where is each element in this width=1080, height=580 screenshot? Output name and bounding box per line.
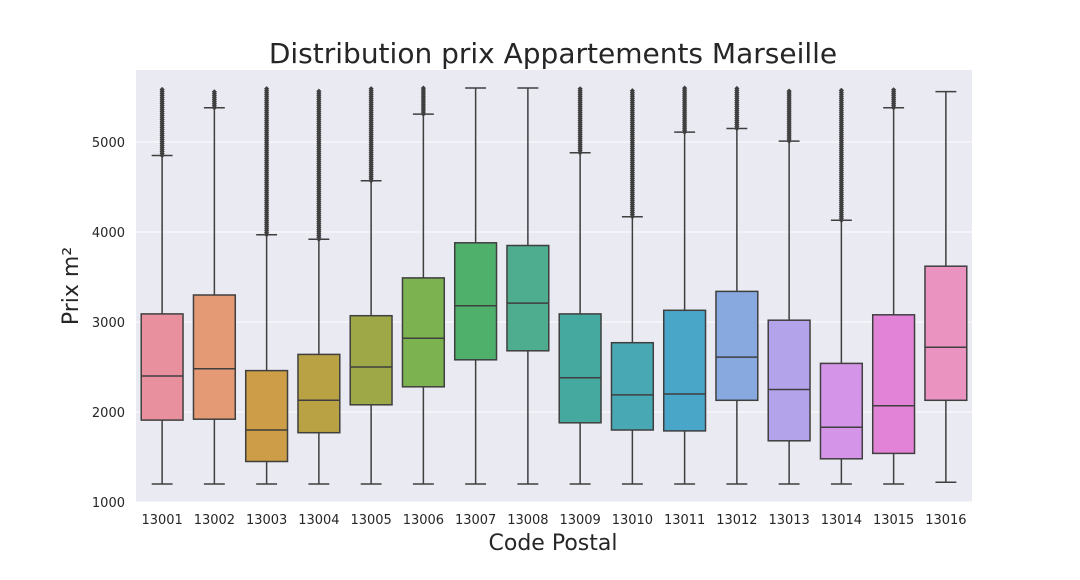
box-13012: [715, 85, 759, 485]
outlier-point: [734, 85, 740, 92]
box-iqr: [297, 353, 341, 434]
box-iqr: [244, 369, 289, 463]
outliers: [159, 86, 165, 159]
x-tick-label: 13002: [194, 513, 235, 528]
box-iqr: [349, 314, 393, 406]
box-13002: [192, 89, 237, 485]
x-tick-label: 13003: [246, 513, 287, 528]
y-tick-label: 4000: [92, 226, 125, 241]
boxes-group: [140, 85, 968, 485]
outlier-point: [420, 85, 426, 91]
outliers: [211, 89, 217, 111]
outlier-point: [316, 88, 322, 94]
outliers: [891, 87, 897, 111]
box-13013: [767, 88, 811, 485]
x-tick-label: 13006: [403, 513, 444, 528]
outliers: [368, 86, 374, 184]
outlier-point: [891, 87, 897, 93]
outliers: [786, 88, 792, 144]
outlier-point: [159, 86, 165, 93]
outliers: [316, 88, 322, 242]
box-iqr: [610, 341, 655, 431]
x-axis-ticks: 13001 13002 13003 13004 13005 13006 13007 13008…: [141, 513, 966, 528]
x-tick-label: 13014: [821, 513, 862, 528]
outliers: [838, 87, 844, 223]
box-13011: [662, 85, 707, 485]
outlier-point: [629, 88, 635, 94]
outliers: [629, 88, 635, 220]
box-13007: [453, 87, 498, 485]
outlier-point: [264, 86, 270, 92]
outlier-point: [577, 86, 583, 92]
box-13015: [871, 87, 916, 485]
y-tick-label: 2000: [92, 406, 125, 421]
x-tick-label: 13016: [925, 513, 966, 528]
box-iqr: [924, 265, 968, 402]
y-axis-label: Prix m²: [59, 247, 84, 325]
x-tick-label: 13013: [768, 513, 809, 528]
outliers: [682, 85, 688, 135]
x-tick-label: 13001: [141, 513, 182, 528]
box-13010: [610, 88, 655, 485]
box-13008: [506, 87, 550, 485]
box-13004: [297, 88, 341, 485]
box-13003: [244, 86, 289, 485]
x-tick-label: 13005: [350, 513, 391, 528]
box-13009: [558, 86, 602, 485]
outlier-point: [368, 86, 374, 92]
box-iqr: [662, 309, 707, 432]
box-iqr: [140, 313, 184, 421]
box-iqr: [506, 244, 550, 352]
x-axis-label: Code Postal: [489, 531, 618, 556]
x-tick-label: 13012: [716, 513, 757, 528]
box-iqr: [192, 294, 237, 420]
outlier-point: [838, 87, 844, 93]
outlier-point: [786, 88, 792, 94]
box-iqr: [819, 362, 864, 460]
box-13016: [924, 90, 968, 483]
x-tick-label: 13010: [612, 513, 653, 528]
y-tick-label: 3000: [92, 316, 125, 331]
x-tick-label: 13008: [507, 513, 548, 528]
y-tick-label: 1000: [92, 496, 125, 511]
box-13005: [349, 86, 393, 485]
x-tick-label: 13011: [664, 513, 705, 528]
box-iqr: [401, 277, 446, 388]
chart-title: Distribution prix Appartements Marseille: [269, 37, 837, 70]
box-13001: [140, 86, 184, 485]
outliers: [420, 85, 426, 117]
x-tick-label: 13004: [298, 513, 339, 528]
outliers: [264, 86, 270, 238]
box-13006: [401, 85, 446, 485]
x-tick-label: 13015: [873, 513, 914, 528]
box-13014: [819, 87, 864, 485]
x-tick-label: 13009: [559, 513, 600, 528]
box-iqr: [871, 314, 916, 455]
box-iqr: [767, 319, 811, 442]
x-tick-label: 13007: [455, 513, 496, 528]
y-tick-label: 5000: [92, 136, 125, 151]
outlier-point: [211, 89, 217, 95]
outlier-point: [682, 85, 688, 91]
box-iqr: [558, 313, 602, 424]
box-iqr: [715, 290, 759, 402]
box-iqr: [453, 242, 498, 361]
y-axis-ticks: 1000 2000 3000 4000 5000: [92, 136, 125, 511]
outliers: [734, 85, 740, 132]
outliers: [577, 86, 583, 156]
